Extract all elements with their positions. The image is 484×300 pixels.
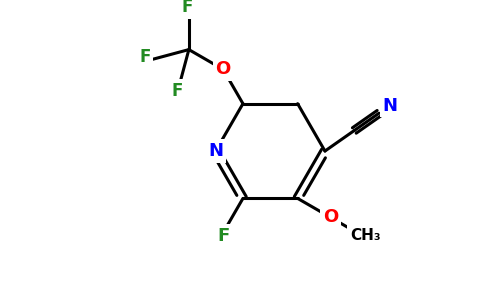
Text: F: F <box>182 0 193 16</box>
Text: F: F <box>217 226 229 244</box>
Text: F: F <box>139 49 151 67</box>
Text: N: N <box>208 142 223 160</box>
Text: O: O <box>215 60 231 78</box>
Text: CH₃: CH₃ <box>350 228 380 243</box>
Text: O: O <box>323 208 338 226</box>
Text: N: N <box>382 97 397 115</box>
Text: F: F <box>171 82 183 100</box>
